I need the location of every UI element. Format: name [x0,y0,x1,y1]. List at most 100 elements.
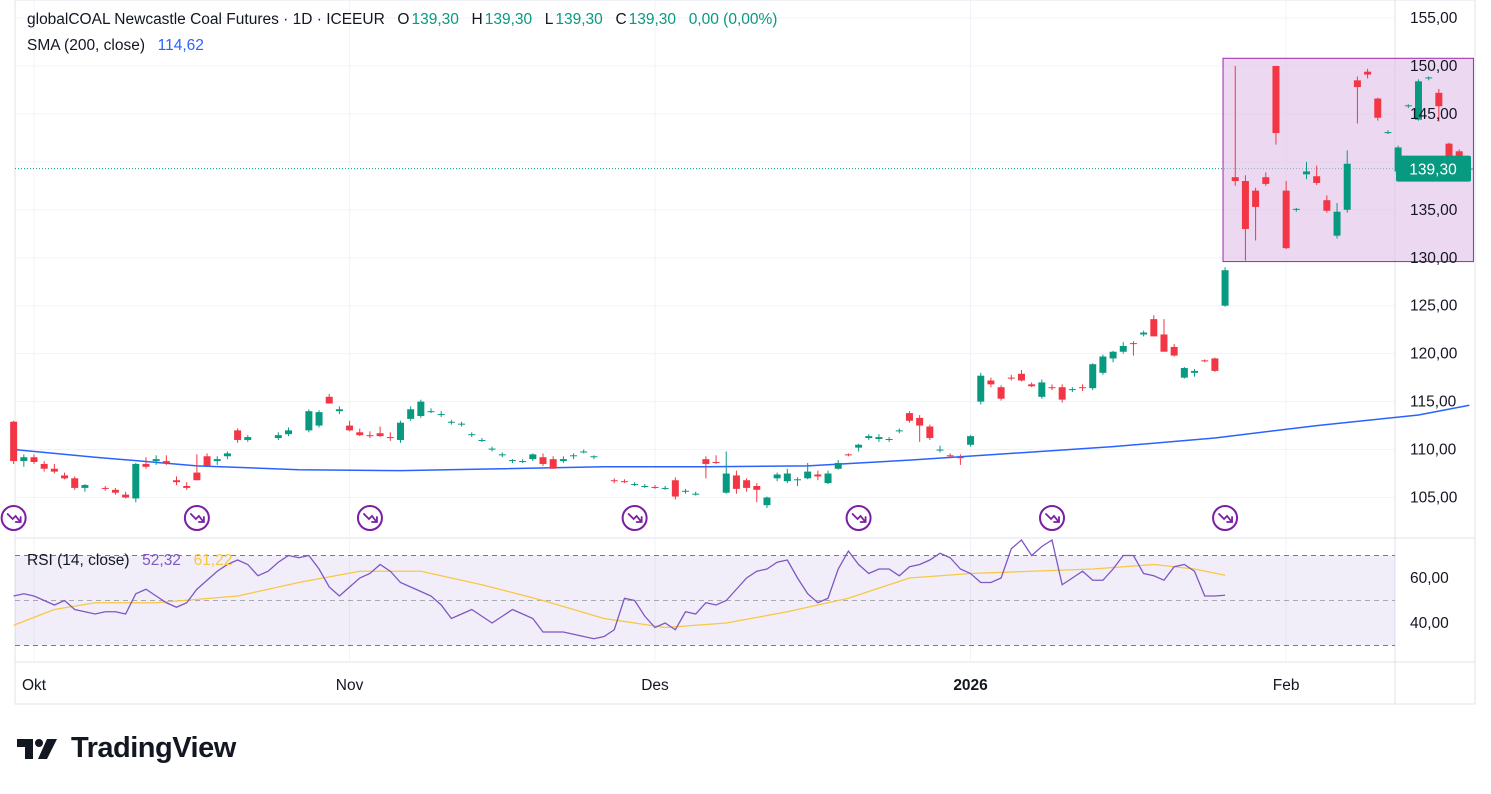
candle [315,410,323,428]
candle-body [1252,190,1260,207]
close-value: 139,30 [628,11,677,28]
candle-body [610,480,618,482]
candle [203,453,211,466]
candle [376,426,384,438]
change-value: 0,00 (0,00%) [688,11,778,28]
candle-body [508,460,516,462]
candle [1028,382,1036,388]
candle-body [549,459,557,469]
price-tick-label: 155,00 [1410,10,1458,27]
event-marker-glyph [851,513,867,523]
price-tick-label: 130,00 [1410,250,1458,267]
candle-body [20,457,28,462]
candle [631,482,639,486]
event-marker-icon[interactable] [356,505,383,531]
candle [794,477,801,486]
candle [773,472,781,482]
candle [1191,368,1199,377]
rsi-legend[interactable]: RSI (14, close) 52,32 61,22 [27,552,234,570]
candle [468,432,476,438]
candle-body [111,489,119,493]
candle-body [997,387,1005,399]
candle [753,483,761,503]
event-marker-glyph [1045,513,1060,523]
candle-body [346,425,354,431]
candle-body [1292,208,1300,210]
candle-body [81,485,89,488]
candle [651,485,659,489]
tradingview-logo[interactable]: TradingView [17,732,236,765]
candle [956,454,964,465]
candle-body [183,485,191,488]
candle [1292,207,1300,212]
candle-body [376,433,384,437]
candle-body [743,480,751,488]
candle [1313,165,1321,185]
candle [1211,357,1219,372]
chart-frame [14,0,1476,705]
symbol-title[interactable]: globalCOAL Newcastle Coal Futures · 1D ·… [27,11,385,28]
candle-body [1160,334,1168,352]
candle [1241,175,1249,261]
candle-body [1099,356,1107,373]
event-markers[interactable] [0,505,1239,531]
grid [14,0,1476,705]
candle [712,455,720,464]
candles [10,65,1473,509]
candle [40,461,48,472]
candle [1414,79,1422,121]
event-marker-icon[interactable] [183,505,210,531]
candle [122,491,130,499]
event-marker-icon[interactable] [1212,505,1239,531]
candle [610,478,618,484]
candle [162,455,170,465]
candle-body [651,486,659,488]
candle-body [244,437,252,440]
candle [865,434,873,440]
candle [936,445,944,453]
event-marker-icon[interactable] [845,505,872,531]
candle-body [1313,176,1321,183]
candle [855,443,863,452]
candle [508,459,516,463]
candle [356,428,364,437]
candle-body [478,439,486,441]
candle-body [1221,270,1229,306]
candle-body [162,461,170,463]
candle-body [783,473,791,482]
candle-body [529,454,537,460]
candle-body [905,413,913,421]
candle [661,485,669,490]
candle [346,420,354,432]
brand-name: TradingView [71,732,236,764]
candle [223,451,231,460]
candle [1364,68,1372,79]
sma-legend[interactable]: SMA (200, close) 114,62 [27,37,206,55]
candle [671,477,679,500]
event-marker-icon[interactable] [0,505,27,531]
event-marker-icon[interactable] [1039,505,1065,531]
candle-body [122,494,130,498]
candle-body [895,430,903,432]
event-marker-icon[interactable] [621,505,648,531]
candle [977,372,985,405]
rsi-label: RSI (14, close) [27,552,130,569]
candle [1170,344,1178,357]
candle [427,408,435,414]
candle-body [1241,181,1249,229]
candle-body [1109,351,1117,359]
candle [875,434,883,442]
candle-body [1058,387,1066,400]
sma-line [13,404,1470,472]
candle-body [152,459,160,462]
candle-body [1170,346,1178,356]
candle [437,411,445,417]
candle-body [580,451,588,453]
time-tick-label: Okt [22,677,47,694]
candle [407,406,415,421]
candle [1038,379,1046,399]
candle [926,424,934,440]
event-marker-glyph [627,513,643,523]
candle [1048,384,1056,391]
